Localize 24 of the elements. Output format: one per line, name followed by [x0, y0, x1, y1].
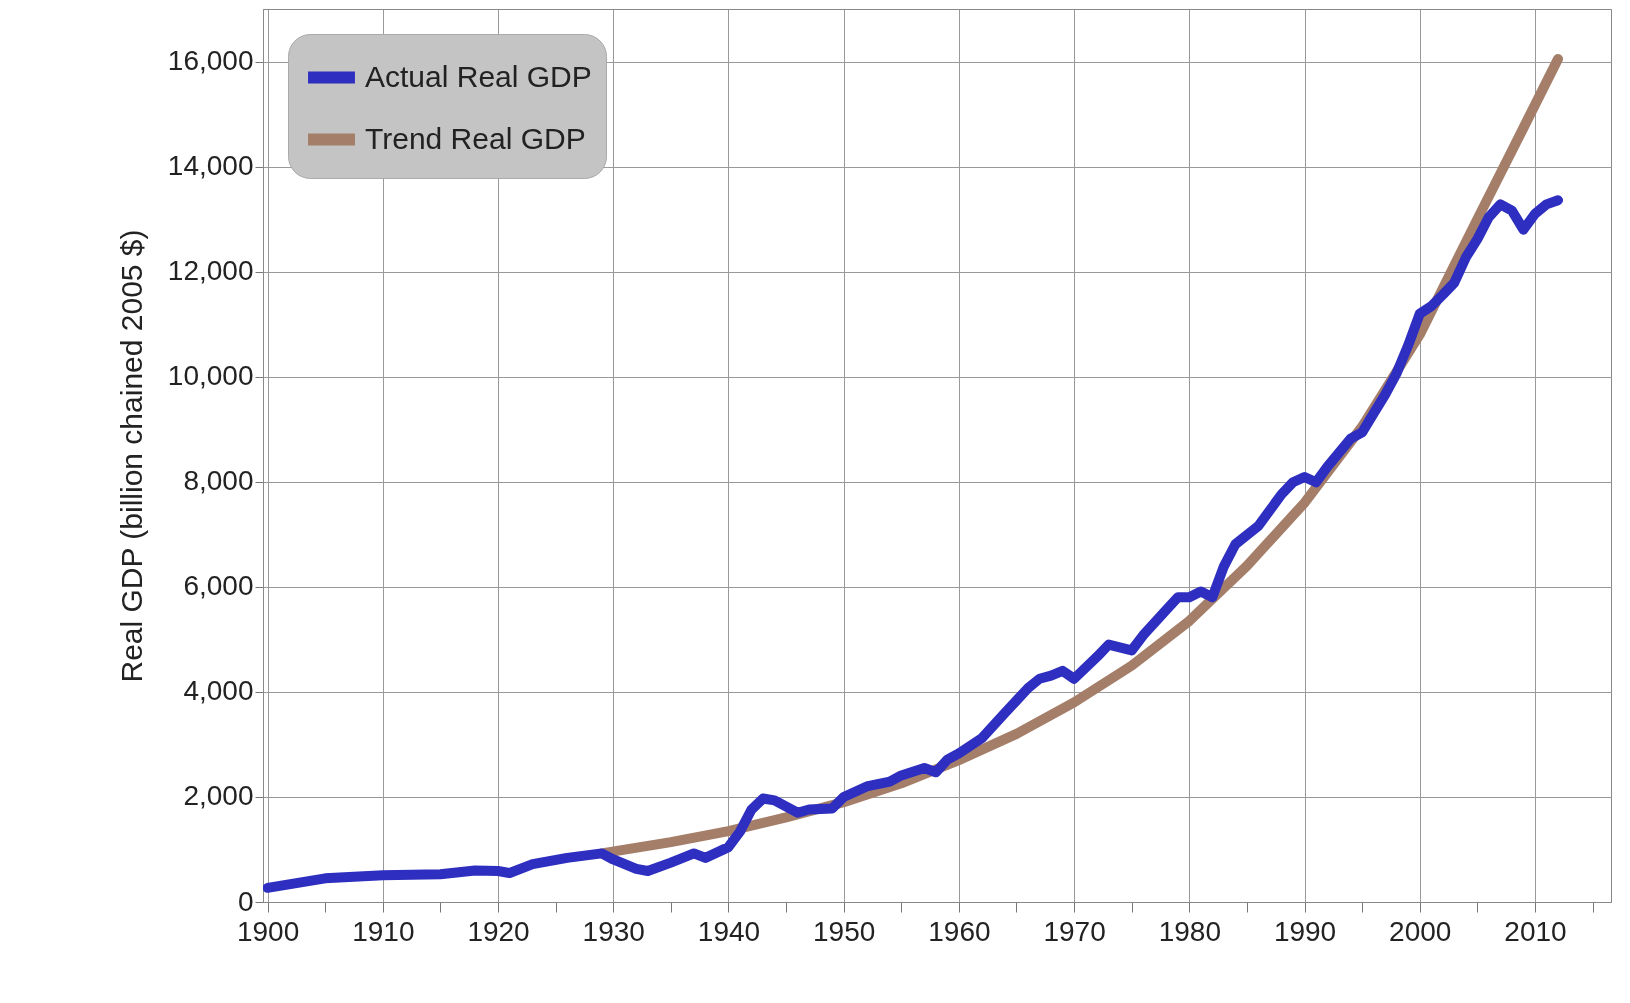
y-tick-label: 0 — [237, 885, 254, 917]
x-tick-label: 1920 — [467, 915, 530, 947]
y-tick-label: 14,000 — [167, 150, 254, 182]
y-tick-label: 12,000 — [167, 255, 254, 287]
x-tick-label: 1960 — [928, 915, 991, 947]
y-tick-label: 2,000 — [183, 780, 254, 812]
x-tick-label: 1910 — [352, 915, 415, 947]
legend-label: Trend Real GDP — [365, 121, 586, 155]
x-tick-label: 1980 — [1158, 915, 1221, 947]
y-tick-label: 4,000 — [183, 675, 254, 707]
y-tick-label: 10,000 — [167, 360, 254, 392]
x-tick-label: 1970 — [1043, 915, 1106, 947]
x-tick-label: 1990 — [1273, 915, 1337, 947]
x-tick-label: 2010 — [1504, 915, 1567, 947]
y-tick-label: 16,000 — [167, 45, 254, 77]
y-tick-label: 6,000 — [183, 570, 254, 602]
x-tick-label: 1950 — [813, 915, 876, 947]
x-tick-label: 2000 — [1389, 915, 1452, 947]
y-axis-title: Real GDP (billion chained 2005 $) — [114, 229, 148, 683]
x-tick-label: 1900 — [236, 915, 300, 947]
legend-label: Actual Real GDP — [365, 59, 592, 93]
x-tick-label: 1930 — [582, 915, 645, 947]
y-tick-label: 8,000 — [183, 465, 254, 497]
x-tick-label: 1940 — [697, 915, 761, 947]
